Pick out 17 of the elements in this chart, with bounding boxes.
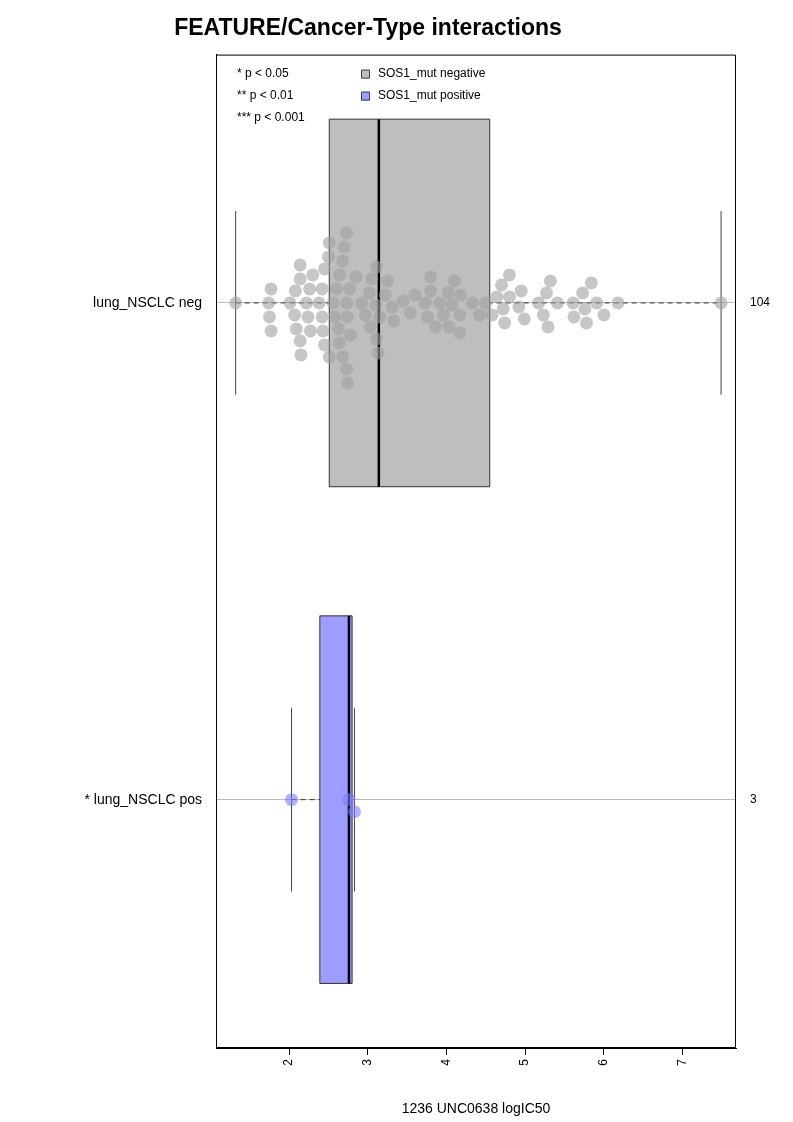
legend-label: SOS1_mut negative [378, 65, 486, 80]
annotation: * p < 0.05 [237, 65, 290, 80]
x-tick-label: 7 [674, 1058, 689, 1066]
legend-label: SOS1_mut positive [378, 87, 482, 102]
x-axis-title: 1236 UNC0638 logIC50 [401, 1100, 551, 1117]
text: 104 [750, 295, 771, 310]
y-tick-label: lung_NSCLC neg [93, 293, 202, 310]
annotation: *** p < 0.001 [237, 109, 306, 124]
x-tick-label: 6 [596, 1058, 611, 1066]
x-tick-label: 4 [438, 1058, 453, 1066]
annotation: ** p < 0.01 [237, 87, 294, 102]
y-tick-label: * lung_NSCLC pos [84, 790, 202, 807]
x-tick-label: 5 [517, 1058, 532, 1066]
x-tick-label: 3 [360, 1058, 375, 1066]
chart-title: FEATURE/Cancer-Type interactions [174, 14, 562, 41]
text: 3 [750, 791, 757, 806]
x-tick-label: 2 [281, 1058, 296, 1066]
